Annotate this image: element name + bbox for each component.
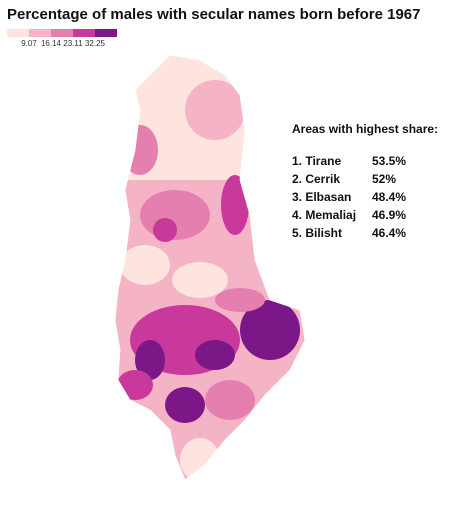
area-share: 48.4% <box>372 190 406 204</box>
area-name: 4. Memaliaj <box>292 208 356 222</box>
area-share: 46.9% <box>372 208 406 222</box>
legend-swatch <box>7 29 29 37</box>
area-name: 3. Elbasan <box>292 190 351 204</box>
title: Percentage of males with secular names b… <box>7 6 421 23</box>
legend-label: 23.11 <box>63 39 83 48</box>
legend-label: 16.14 <box>41 39 62 48</box>
legend-swatch <box>95 29 117 37</box>
legend: 9.07 16.14 23.11 32.25 <box>7 29 117 48</box>
area-name: 2. Cerrik <box>292 172 340 186</box>
legend-label: 32.25 <box>85 39 106 48</box>
legend-swatch <box>29 29 51 37</box>
top-list: 1. Tirane 53.5% 2. Cerrik 52% 3. Elbasan 48.4… <box>292 154 406 240</box>
area-name: 1. Tirane <box>292 154 341 168</box>
legend-label: 9.07 <box>21 39 37 48</box>
map-outline <box>114 54 306 481</box>
map <box>115 55 305 480</box>
list-heading: Areas with highest share: <box>292 122 438 136</box>
legend-swatch <box>73 29 95 37</box>
area-share: 46.4% <box>372 226 406 240</box>
legend-swatch <box>51 29 73 37</box>
area-name: 5. Bilisht <box>292 226 342 240</box>
area-share: 53.5% <box>372 154 406 168</box>
area-share: 52% <box>372 172 396 186</box>
